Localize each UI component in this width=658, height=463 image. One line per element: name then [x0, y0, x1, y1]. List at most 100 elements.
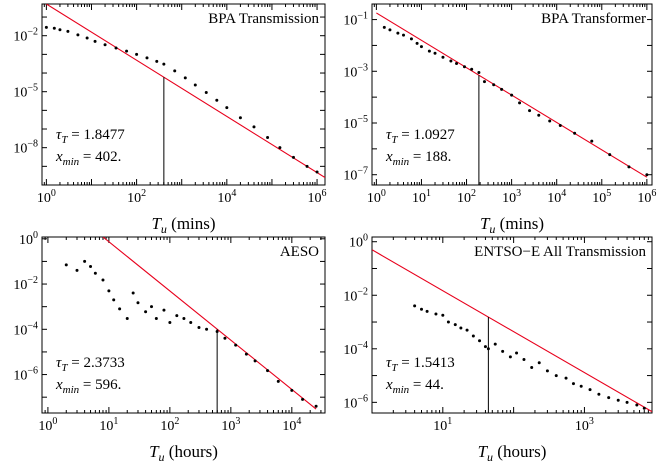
data-point: [515, 351, 519, 355]
data-point: [492, 83, 496, 87]
data-point: [131, 291, 135, 295]
data-point: [402, 33, 406, 37]
data-point: [537, 113, 541, 117]
data-point: [627, 165, 631, 169]
data-point: [85, 36, 89, 40]
x-tick-label: 105: [592, 188, 611, 206]
data-point: [215, 329, 219, 333]
data-point: [182, 317, 186, 321]
plot-area: [44, 4, 325, 185]
y-tick-label: 10−2: [13, 275, 38, 293]
data-point: [642, 406, 646, 410]
data-point: [276, 379, 280, 383]
data-point: [238, 116, 242, 120]
data-point: [558, 124, 562, 128]
y-tick-label: 10−7: [343, 166, 368, 184]
plot-area: [372, 249, 652, 413]
data-point: [645, 173, 649, 177]
data-point: [114, 46, 118, 50]
data-point: [112, 298, 116, 302]
data-point: [434, 312, 438, 316]
x-tick-label: 102: [457, 188, 476, 206]
data-point: [162, 62, 166, 66]
plot-area: [376, 12, 649, 185]
data-point: [483, 345, 487, 349]
data-point: [252, 125, 256, 129]
data-point: [266, 369, 270, 373]
x-axis-label: Tu (mins): [151, 214, 215, 236]
tau-annotation: τT = 1.5413: [386, 355, 455, 374]
data-point: [135, 52, 139, 56]
data-point: [441, 313, 445, 317]
data-point: [478, 339, 482, 343]
plot-area: [64, 237, 318, 413]
panel-3: 100 101 102 103 104 100 10−2 10−4 10−6 AESO τT = 2…: [13, 230, 326, 463]
data-point: [93, 39, 97, 43]
data-point: [150, 305, 154, 309]
data-point: [93, 271, 97, 275]
x-axis-label: Tu (hours): [478, 442, 547, 463]
data-point: [244, 352, 248, 356]
y-tick-label: 10−5: [13, 83, 38, 101]
data-point: [477, 70, 481, 74]
xmin-annotation: xmin = 188.: [385, 149, 451, 168]
data-point: [234, 343, 238, 347]
data-point: [597, 392, 601, 396]
data-point: [455, 61, 459, 65]
y-tick-label: 10−2: [13, 27, 38, 45]
y-tick-label: 10−6: [343, 393, 368, 411]
plot-frame: [371, 236, 653, 414]
data-point: [103, 43, 107, 47]
data-point: [193, 83, 197, 87]
data-point: [89, 264, 93, 268]
data-point: [419, 307, 423, 311]
data-point: [433, 51, 437, 55]
data-point: [616, 398, 620, 402]
data-point: [76, 33, 80, 37]
data-point: [528, 109, 532, 113]
data-point: [301, 397, 305, 401]
data-point: [145, 56, 149, 60]
data-point: [508, 355, 512, 359]
data-point: [518, 101, 522, 105]
data-point: [501, 349, 505, 353]
panel-1: 100 102 104 106 10−2 10−5 10−8 BPA Transmission…: [13, 3, 327, 236]
data-point: [278, 146, 282, 150]
data-point: [427, 49, 431, 53]
data-point: [155, 59, 159, 63]
data-point: [635, 403, 639, 407]
y-tick-label: 100: [349, 233, 368, 251]
data-point: [136, 301, 140, 305]
x-tick-label: 101: [99, 416, 118, 434]
x-tick-label: 103: [502, 188, 521, 206]
data-point: [162, 308, 166, 312]
data-point: [189, 320, 193, 324]
data-point: [396, 31, 400, 35]
plot-frame: [41, 3, 326, 186]
data-point: [510, 93, 514, 97]
x-tick-label: 104: [547, 188, 566, 206]
data-point: [459, 326, 463, 330]
y-tick-label: 10−6: [13, 366, 38, 384]
y-tick-label: 10−5: [343, 114, 368, 132]
data-point: [314, 404, 318, 408]
fit-line: [46, 4, 325, 179]
x-tick-label: 104: [217, 188, 236, 206]
data-point: [291, 155, 295, 159]
panel-4: 101 103 100 10−2 10−4 10−6 ENTSO−E All Transmi…: [343, 233, 653, 463]
data-point: [107, 289, 111, 293]
data-point: [545, 369, 549, 373]
x-tick-label: 100: [367, 188, 386, 206]
data-point: [44, 25, 48, 29]
data-point: [253, 359, 257, 363]
data-point: [590, 139, 594, 143]
data-point: [66, 29, 70, 33]
data-point: [215, 98, 219, 102]
y-tick-label: 10−2: [343, 286, 368, 304]
data-point: [493, 342, 497, 346]
tau-annotation: τT = 1.8477: [56, 127, 125, 146]
data-point: [579, 384, 583, 388]
xmin-annotation: xmin = 44.: [385, 377, 444, 396]
x-tick-label: 100: [37, 188, 56, 206]
